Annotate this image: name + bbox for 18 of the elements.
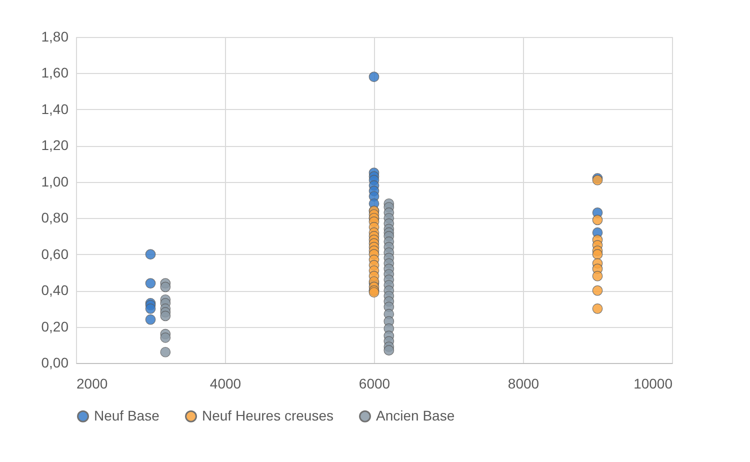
x-tick-label: 2000 xyxy=(76,376,108,392)
y-tick-label: 1,00 xyxy=(41,173,69,190)
y-tick-label: 0,80 xyxy=(41,210,69,226)
y-tick-label: 1,20 xyxy=(41,137,69,154)
y-tick-label: 0,00 xyxy=(41,354,69,370)
legend-label: Neuf Base xyxy=(94,407,160,424)
y-tick-label: 0,40 xyxy=(41,282,69,298)
x-tick-label: 8000 xyxy=(508,376,540,392)
x-tick-label: 4000 xyxy=(210,376,242,392)
y-tick-label: 1,80 xyxy=(41,28,69,44)
legend-label: Ancien Base xyxy=(376,407,455,424)
y-tick-label: 1,40 xyxy=(41,100,69,117)
y-tick-label: 1,60 xyxy=(41,64,69,81)
y-tick-label: 0,20 xyxy=(41,318,69,334)
x-tick-label: 6000 xyxy=(358,376,390,392)
y-tick-label: 0,60 xyxy=(41,246,69,262)
legend-label: Neuf Heures creuses xyxy=(202,407,334,424)
x-tick-label: 10000 xyxy=(634,376,673,392)
